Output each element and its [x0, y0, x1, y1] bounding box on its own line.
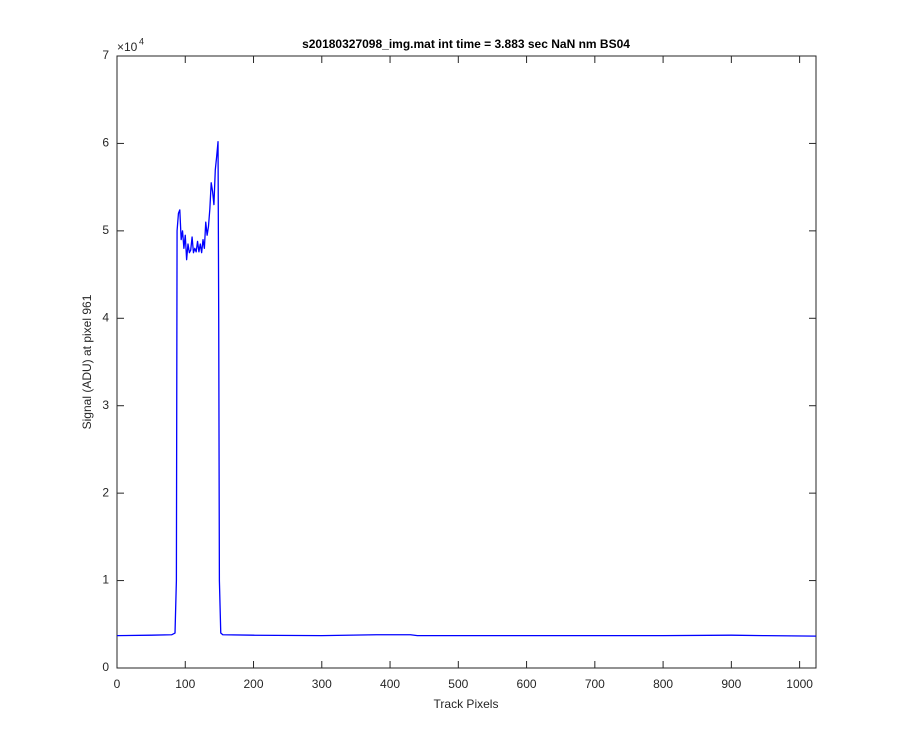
y-axis-label: Signal (ADU) at pixel 961	[80, 294, 94, 429]
y-tick-label: 3	[102, 398, 109, 412]
data-line	[116, 141, 817, 637]
y-tick-label: 6	[102, 136, 109, 150]
axes-box	[116, 55, 817, 669]
x-tick-label: 600	[517, 677, 537, 691]
y-tick-label: 7	[102, 48, 109, 62]
x-tick-label: 800	[653, 677, 673, 691]
y-tick-label: 0	[102, 660, 109, 674]
y-tick-label: 1	[102, 573, 109, 587]
x-axis-label: Track Pixels	[434, 697, 499, 711]
x-tick-label: 900	[721, 677, 741, 691]
x-tick-label: 1000	[786, 677, 813, 691]
x-tick-label: 400	[380, 677, 400, 691]
y-exponent-power: 4	[139, 36, 144, 46]
y-exponent-base: ×10	[117, 40, 138, 54]
y-tick-label: 2	[102, 485, 109, 499]
y-tick-label: 5	[102, 223, 109, 237]
x-tick-label: 200	[244, 677, 264, 691]
x-tick-label: 0	[114, 677, 121, 691]
x-tick-label: 700	[585, 677, 605, 691]
plot-area	[117, 56, 816, 668]
x-tick-label: 300	[312, 677, 332, 691]
x-tick-label: 500	[448, 677, 468, 691]
y-tick-label: 4	[102, 310, 109, 324]
x-tick-label: 100	[175, 677, 195, 691]
chart-title: s20180327098_img.mat int time = 3.883 se…	[302, 37, 630, 51]
